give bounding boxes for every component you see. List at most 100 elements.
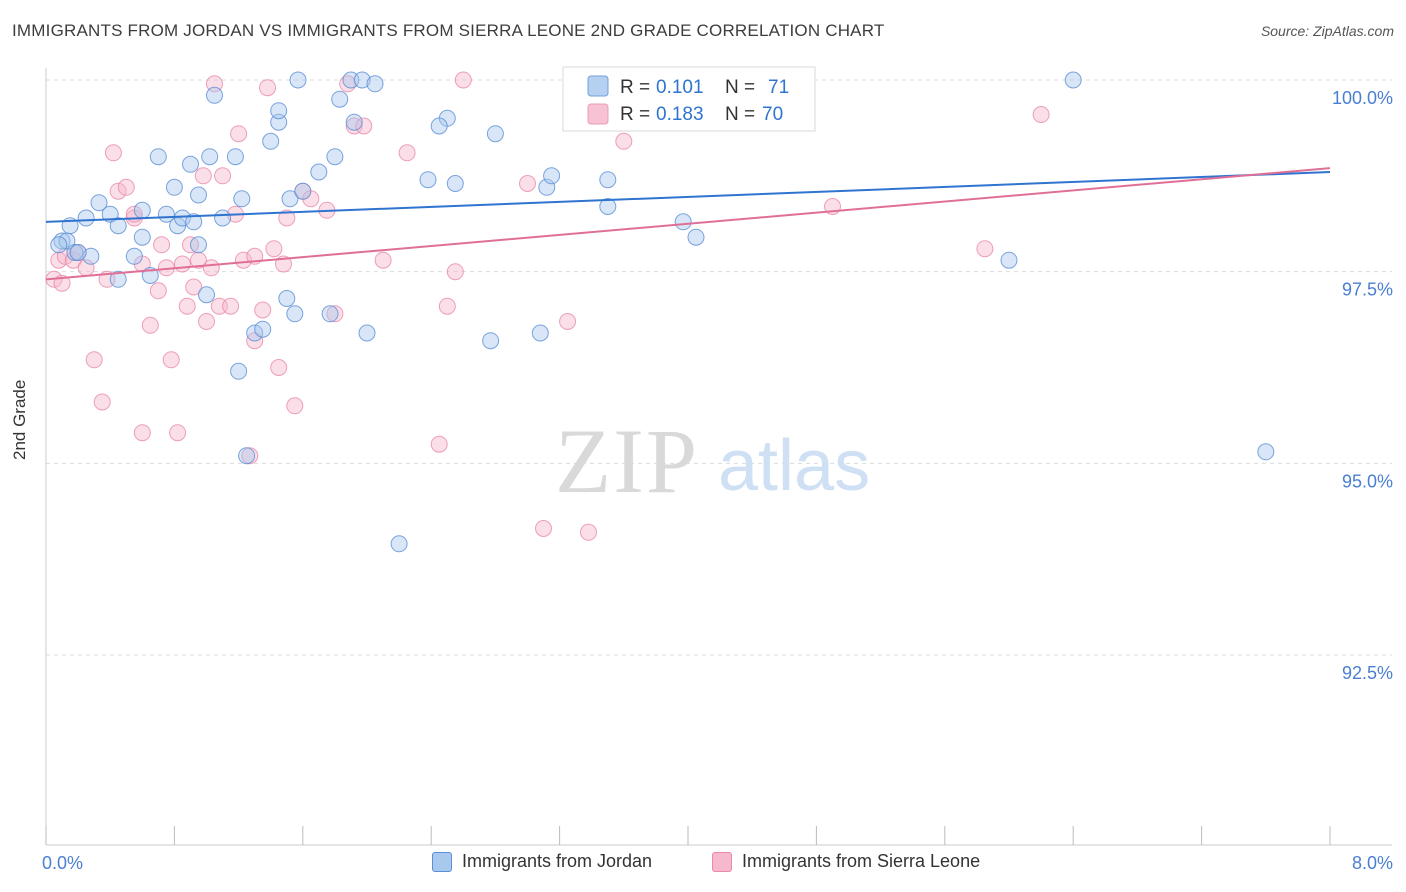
point-pink-15 [153, 236, 171, 254]
legend-n-label-1: N = [725, 77, 755, 98]
point-pink-38 [278, 209, 296, 227]
point-blue-28 [278, 290, 296, 307]
y-tick-label-1: 95.0% [1342, 471, 1393, 491]
point-pink-39 [286, 397, 304, 415]
point-blue-10 [149, 148, 167, 166]
point-blue-16 [190, 186, 207, 204]
point-blue-64 [69, 244, 87, 261]
point-pink-27 [214, 167, 232, 185]
point-pink-45 [345, 117, 363, 135]
point-blue-46 [486, 125, 504, 143]
legend-r-label-2: R = [620, 104, 650, 125]
legend-r-label-1: R = [620, 77, 650, 98]
series-jordan-points [50, 71, 1275, 553]
point-pink-48 [398, 144, 416, 162]
legend-r-value-1: 0.101 [656, 77, 704, 98]
point-pink-53 [519, 175, 536, 192]
point-blue-61 [109, 270, 127, 288]
point-blue-41 [390, 535, 408, 553]
point-pink-46 [355, 117, 373, 135]
point-pink-36 [265, 240, 283, 258]
series-sierra-leone-points [45, 71, 1050, 541]
point-blue-54 [687, 228, 705, 246]
point-blue-60 [82, 247, 100, 265]
stats-legend: R = 0.101 N = 71 R = 0.183 N = 70 [562, 66, 816, 132]
point-blue-67 [133, 201, 151, 219]
source-credit: Source: ZipAtlas.com [1260, 23, 1394, 39]
point-pink-19 [178, 297, 196, 315]
point-pink-18 [173, 255, 191, 273]
point-blue-66 [286, 305, 304, 323]
point-blue-53 [674, 213, 692, 231]
point-blue-4 [77, 209, 95, 227]
y-tick-label-3: 100.0% [1332, 88, 1393, 108]
trend-line-pink [45, 167, 1331, 281]
point-blue-40 [366, 75, 384, 93]
point-pink-49 [430, 435, 448, 453]
point-blue-35 [331, 90, 349, 108]
trend-line-blue [45, 171, 1331, 223]
legend-swatch-jordan [587, 75, 609, 97]
point-blue-9 [133, 228, 151, 246]
point-blue-70 [190, 236, 207, 254]
point-blue-21 [226, 148, 244, 166]
point-blue-30 [289, 71, 307, 89]
point-pink-35 [259, 79, 276, 97]
point-blue-31 [294, 182, 312, 200]
point-blue-15 [182, 155, 199, 173]
legend-n-label-2: N = [725, 104, 755, 125]
point-pink-22 [190, 251, 207, 269]
point-pink-55 [559, 313, 577, 330]
point-pink-51 [446, 263, 464, 281]
point-pink-43 [326, 305, 344, 323]
legend-label-jordan: Immigrants from Jordan [462, 851, 653, 871]
point-pink-54 [535, 520, 552, 537]
watermark-atlas: atlas [718, 426, 870, 506]
point-blue-29 [281, 190, 299, 208]
point-pink-37 [270, 359, 288, 376]
point-pink-56 [580, 523, 597, 541]
legend-swatch-sierra-leone [587, 103, 609, 125]
point-blue-42 [419, 171, 437, 189]
gridlines [46, 79, 1392, 656]
point-blue-5 [90, 194, 108, 212]
y-tick-label-2: 97.5% [1342, 280, 1393, 300]
point-blue-24 [246, 324, 264, 342]
point-blue-56 [1000, 251, 1018, 269]
point-blue-68 [270, 102, 288, 120]
axes [45, 68, 1392, 846]
point-pink-13 [141, 316, 159, 334]
point-pink-23 [198, 313, 215, 330]
point-pink-7 [93, 393, 111, 411]
point-pink-14 [149, 282, 167, 300]
y-tick-label-0: 92.5% [1342, 663, 1393, 683]
trend-lines [45, 167, 1331, 281]
point-blue-59 [50, 236, 68, 254]
chart-title: IMMIGRANTS FROM JORDAN VS IMMIGRANTS FRO… [12, 21, 885, 40]
y-axis-label: 2nd Grade [10, 379, 29, 460]
point-blue-44 [446, 175, 464, 192]
point-pink-47 [374, 251, 392, 269]
legend-swatch-jordan-bottom [432, 851, 452, 872]
point-blue-19 [206, 86, 223, 104]
point-pink-16 [162, 351, 180, 369]
legend-item-jordan[interactable]: Immigrants from Jordan [432, 851, 652, 872]
legend-n-value-2: 70 [762, 104, 783, 125]
y-tick-labels: 92.5% 95.0% 97.5% 100.0% [1332, 88, 1393, 683]
point-blue-17 [198, 286, 215, 304]
legend-item-sierra-leone[interactable]: Immigrants from Sierra Leone [712, 851, 980, 872]
point-pink-57 [615, 132, 633, 150]
point-pink-17 [169, 424, 187, 442]
point-blue-33 [321, 305, 339, 323]
x-tick-label-max: 8.0% [1352, 853, 1393, 873]
point-pink-61 [1032, 106, 1050, 123]
point-blue-69 [430, 117, 448, 135]
point-blue-34 [326, 148, 344, 166]
point-blue-18 [201, 148, 219, 166]
legend-n-value-1: 71 [768, 77, 789, 98]
point-blue-49 [543, 167, 561, 185]
legend-label-sierra-leone: Immigrants from Sierra Leone [742, 851, 981, 871]
point-blue-7 [109, 217, 127, 235]
point-pink-60 [976, 240, 994, 258]
